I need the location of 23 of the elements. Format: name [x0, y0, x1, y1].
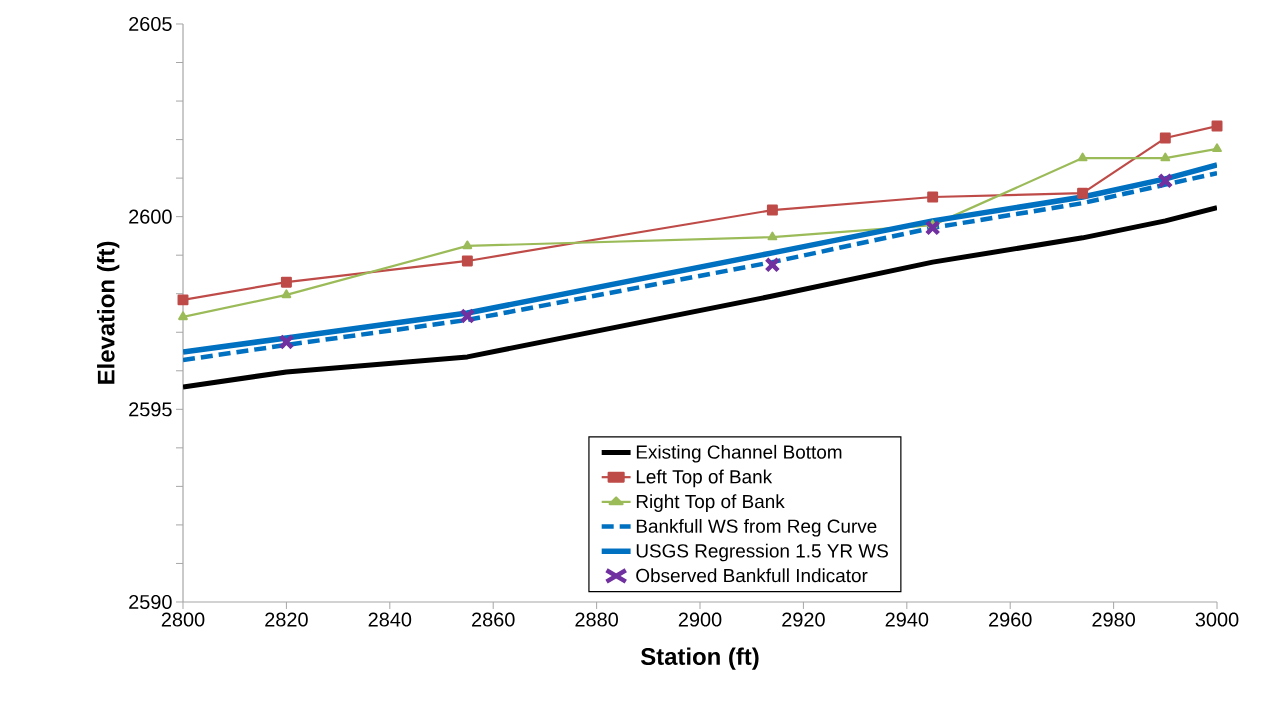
legend-label: Bankfull WS from Reg Curve [636, 518, 877, 537]
x-tick-label: 2920 [782, 612, 825, 627]
x-tick-label: 2880 [575, 612, 618, 627]
x-tick-label: 2860 [472, 612, 515, 627]
y-tick-label: 2600 [129, 209, 172, 224]
y-axis-title: Elevation (ft) [97, 241, 120, 384]
x-tick-label: 2840 [368, 612, 412, 627]
legend-label: Observed Bankfull Indicator [636, 568, 868, 583]
y-tick-label: 2605 [129, 16, 172, 32]
x-axis-title: Station (ft) [640, 647, 759, 670]
legend-label: USGS Regression 1.5 YR WS [636, 543, 888, 562]
y-tick-label: 2595 [129, 402, 172, 417]
x-tick-label: 2960 [989, 612, 1032, 627]
legend-label: Existing Channel Bottom [636, 444, 842, 463]
x-tick-label: 2800 [161, 612, 205, 627]
x-tick-label: 3000 [1195, 612, 1239, 627]
x-tick-label: 2820 [265, 612, 308, 627]
legend-label: Right Top of Bank [636, 494, 785, 512]
x-tick-label: 2900 [678, 612, 722, 627]
legend-label: Left Top of Bank [636, 469, 773, 488]
x-tick-label: 2940 [885, 612, 929, 627]
x-tick-label: 2980 [1092, 612, 1135, 627]
y-tick-label: 2590 [129, 594, 172, 610]
